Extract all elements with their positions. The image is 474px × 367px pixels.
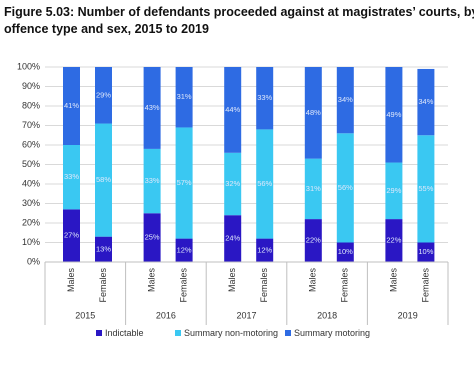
x-tick-label: Females [340, 268, 350, 303]
value-label: 22% [306, 236, 321, 245]
value-label: 33% [145, 176, 160, 185]
bar-segment [385, 219, 403, 262]
bar-segment [143, 148, 161, 214]
value-label: 48% [306, 108, 321, 117]
value-label: 33% [64, 172, 79, 181]
bar-segment [385, 67, 403, 163]
value-label: 55% [418, 184, 433, 193]
value-label: 33% [257, 93, 272, 102]
value-label: 49% [386, 110, 401, 119]
bar-segment [175, 238, 193, 262]
value-label: 41% [64, 101, 79, 110]
bar-segment [304, 158, 322, 220]
chart-title-line: Figure 5.03: Number of defendants procee… [4, 5, 474, 19]
value-label: 27% [64, 231, 79, 240]
bar-segment [256, 238, 274, 262]
value-label: 58% [96, 175, 111, 184]
value-label: 56% [257, 179, 272, 188]
bar-segment [304, 219, 322, 262]
x-tick-label: Females [259, 268, 269, 303]
value-label: 12% [177, 245, 192, 254]
bar-segment [95, 236, 112, 262]
y-tick-label: 90% [22, 81, 40, 91]
x-tick-label: Females [98, 268, 108, 303]
y-tick-label: 80% [22, 100, 40, 110]
group-label: 2015 [75, 310, 95, 320]
bar-segment [95, 123, 112, 237]
y-tick-label: 0% [27, 256, 40, 266]
bar-segment [95, 67, 112, 124]
bar-segment [63, 209, 80, 262]
bar-segment [417, 242, 435, 262]
y-tick-label: 30% [22, 198, 40, 208]
y-tick-label: 40% [22, 178, 40, 188]
legend-label: Summary non-motoring [184, 328, 278, 338]
bar-segment [63, 145, 80, 210]
group-label: 2019 [398, 310, 418, 320]
x-tick-label: Males [146, 268, 156, 293]
value-label: 10% [418, 247, 433, 256]
bar-segment [336, 242, 354, 262]
value-label: 22% [386, 236, 401, 245]
bar-segment [385, 162, 403, 220]
y-tick-label: 10% [22, 237, 40, 247]
legend-swatch [175, 330, 181, 336]
bar-segment [256, 67, 274, 130]
y-tick-label: 60% [22, 139, 40, 149]
value-label: 34% [418, 97, 433, 106]
x-tick-label: Males [66, 268, 76, 293]
bar-segment [336, 133, 354, 243]
legend-swatch [285, 330, 291, 336]
y-tick-label: 100% [17, 61, 40, 71]
value-label: 57% [177, 178, 192, 187]
bar-segment [417, 68, 435, 136]
value-label: 25% [145, 233, 160, 242]
value-label: 29% [96, 90, 111, 99]
group-label: 2016 [156, 310, 176, 320]
value-label: 10% [338, 247, 353, 256]
bar-segment [256, 129, 274, 239]
group-label: 2018 [317, 310, 337, 320]
bar-segment [417, 135, 435, 243]
y-tick-label: 20% [22, 217, 40, 227]
bar-segment [143, 67, 161, 149]
group-label: 2017 [236, 310, 256, 320]
value-label: 13% [96, 244, 111, 253]
y-tick-label: 70% [22, 120, 40, 130]
bar-segment [336, 67, 354, 134]
bar-segment [143, 213, 161, 262]
legend-label: Indictable [105, 328, 144, 338]
bar-segment [224, 67, 242, 153]
value-label: 24% [225, 234, 240, 243]
x-tick-label: Females [420, 268, 430, 303]
bar-segment [175, 127, 193, 239]
chart-title-line: offence type and sex, 2015 to 2019 [4, 22, 209, 36]
value-label: 34% [338, 95, 353, 104]
x-tick-label: Males [388, 268, 398, 293]
bar-segment [175, 67, 193, 128]
value-label: 29% [386, 186, 401, 195]
x-tick-label: Males [227, 268, 237, 293]
value-label: 43% [145, 103, 160, 112]
value-label: 31% [177, 92, 192, 101]
x-tick-label: Females [178, 268, 188, 303]
bar-segment [224, 152, 242, 216]
y-tick-label: 50% [22, 159, 40, 169]
bar-segment [304, 67, 322, 159]
legend-label: Summary motoring [294, 328, 370, 338]
value-label: 32% [225, 179, 240, 188]
bar-segment [224, 215, 242, 262]
value-label: 56% [338, 183, 353, 192]
value-label: 31% [306, 184, 321, 193]
legend-swatch [96, 330, 102, 336]
bar-segment [63, 67, 80, 145]
x-tick-label: Males [308, 268, 318, 293]
value-label: 44% [225, 105, 240, 114]
value-label: 12% [257, 245, 272, 254]
